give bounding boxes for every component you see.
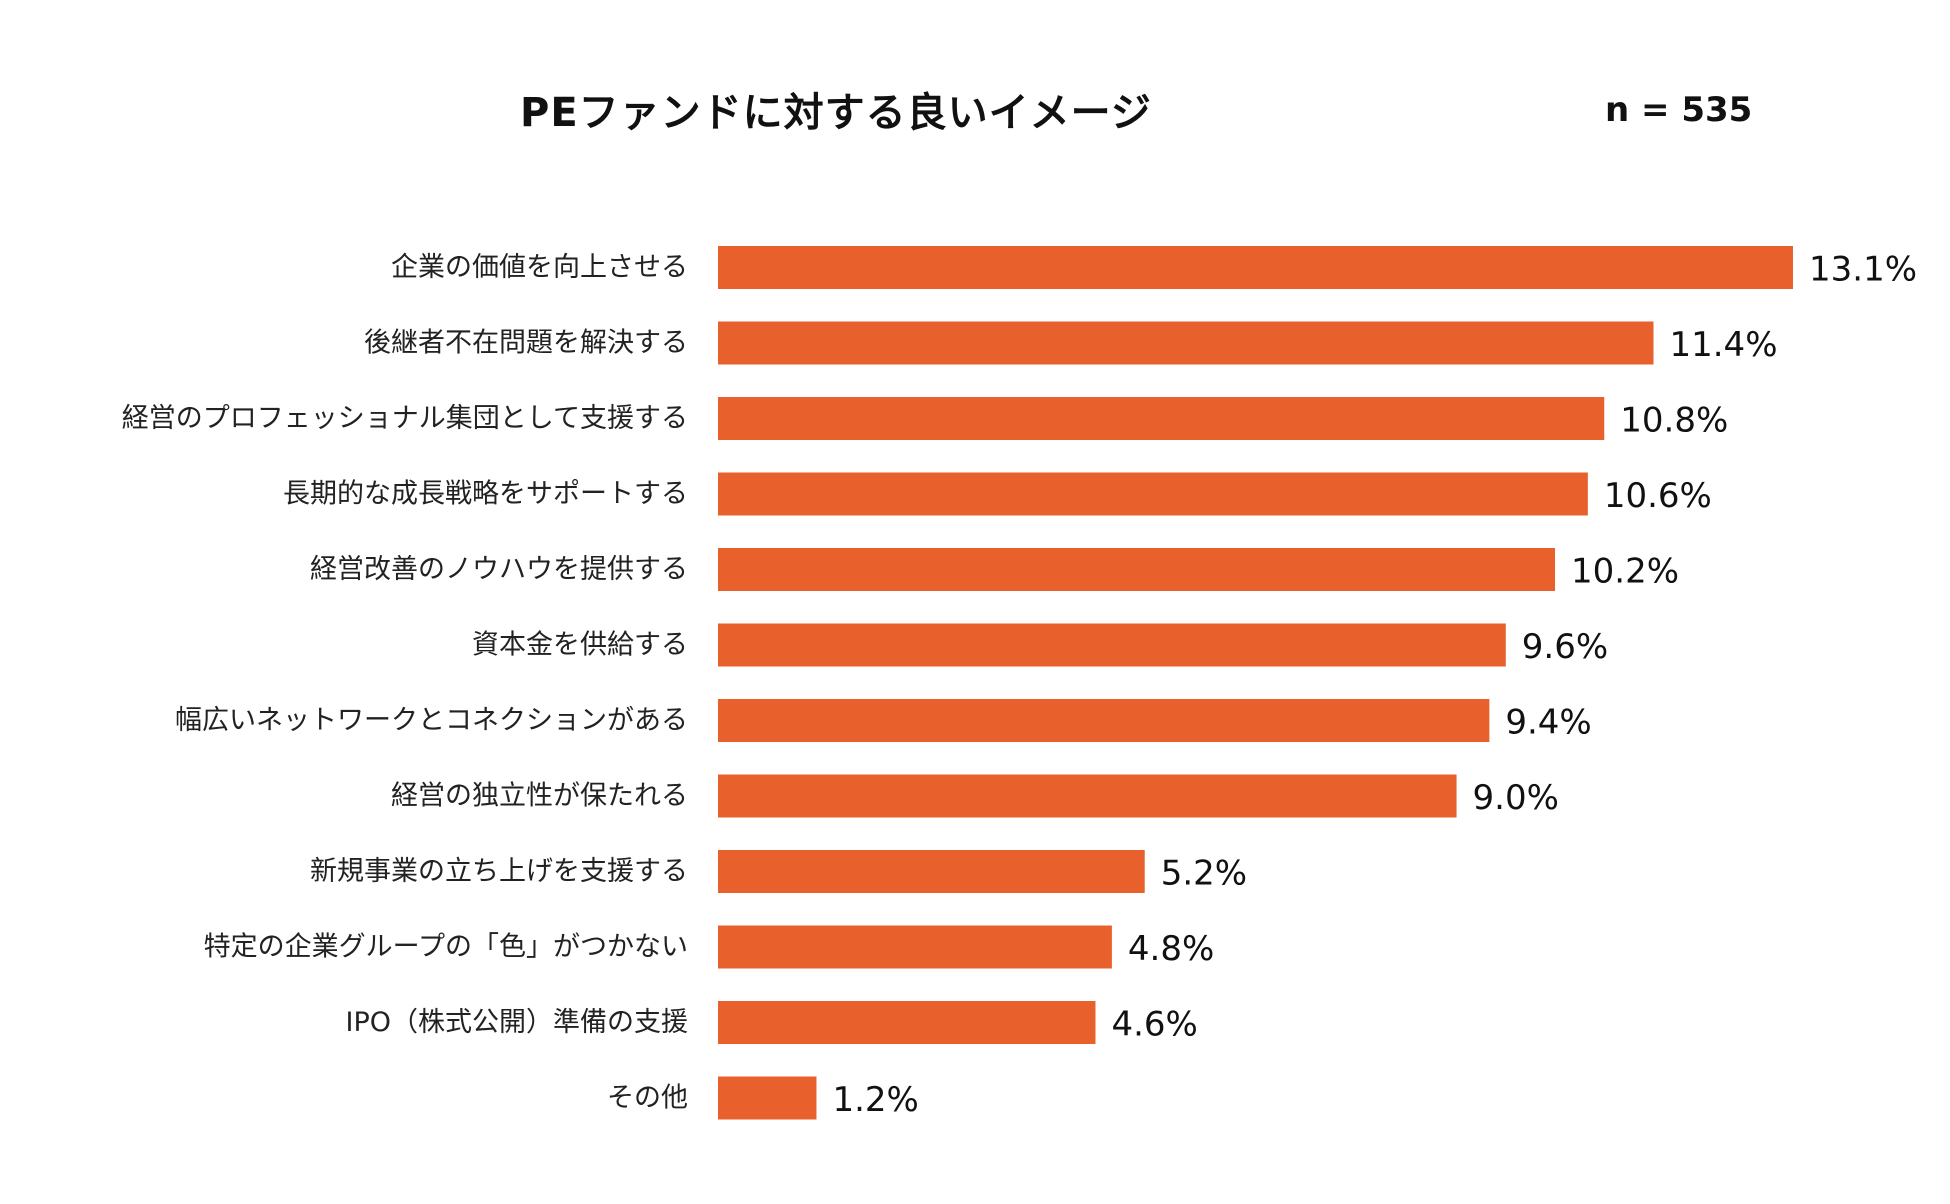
category-label-1: 企業の価値を向上させる	[391, 252, 688, 283]
category-label-12: その他	[607, 1083, 688, 1114]
value-labels-group: 13.1% 11.4% 10.8% 10.6% 10.2% 9.6% 9.4% 9.0% 5.2…	[832, 250, 1917, 1121]
bar-12	[718, 1076, 817, 1120]
category-label-4: 長期的な成長戦略をサポートする	[283, 479, 688, 510]
category-label-5: 経営改善のノウハウを提供する	[310, 554, 688, 585]
chart-title: PEファンドに対する良いイメージ	[520, 90, 1152, 136]
category-labels-group: 企業の価値を向上させる後継者不在問題を解決する経営のプロフェッショナル集団として…	[122, 252, 688, 1114]
category-label-8: 経営の独立性が保たれる	[391, 781, 688, 812]
value-label-3: 10.8%	[1620, 401, 1728, 441]
bar-6	[718, 623, 1506, 667]
value-label-8: 9.0%	[1473, 778, 1559, 818]
bar-11	[718, 1001, 1096, 1044]
category-label-11: IPO（株式公開）準備の支援	[346, 1007, 689, 1038]
value-label-1: 13.1%	[1809, 250, 1917, 290]
bar-8	[718, 774, 1457, 818]
value-label-10: 4.8%	[1128, 929, 1214, 969]
category-label-10: 特定の企業グループの「色」がつかない	[204, 932, 688, 963]
value-label-11: 4.6%	[1111, 1005, 1197, 1045]
bars-group	[718, 246, 1793, 1120]
value-label-7: 9.4%	[1505, 703, 1591, 743]
category-label-2: 後継者不在問題を解決する	[364, 328, 688, 359]
category-label-7: 幅広いネットワークとコネクションがある	[175, 705, 688, 736]
bar-7	[718, 699, 1490, 742]
sample-size-label: n = 535	[1605, 90, 1753, 130]
value-label-6: 9.6%	[1522, 627, 1608, 667]
bar-3	[718, 397, 1605, 440]
value-label-4: 10.6%	[1604, 476, 1712, 516]
bar-4	[718, 472, 1588, 516]
value-label-9: 5.2%	[1161, 854, 1247, 894]
bar-2	[718, 321, 1654, 365]
bar-1	[718, 246, 1793, 289]
category-label-3: 経営のプロフェッショナル集団として支援する	[122, 403, 688, 434]
bar-9	[718, 850, 1145, 893]
value-label-12: 1.2%	[832, 1080, 918, 1120]
bar-5	[718, 548, 1556, 591]
bar-10	[718, 925, 1112, 969]
category-label-6: 資本金を供給する	[472, 630, 688, 661]
value-label-5: 10.2%	[1571, 552, 1679, 592]
category-label-9: 新規事業の立ち上げを支援する	[310, 856, 688, 887]
value-label-2: 11.4%	[1669, 325, 1777, 365]
